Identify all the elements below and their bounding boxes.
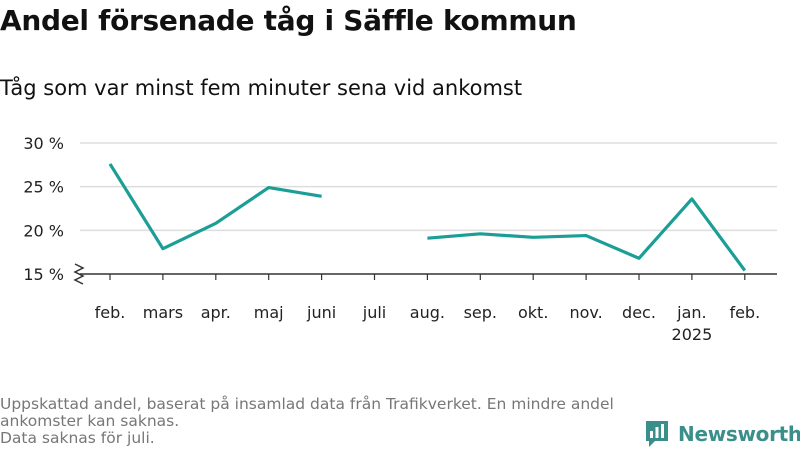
chart-title: Andel försenade tåg i Säffle kommun	[0, 4, 577, 37]
x-tick-label: jan.	[676, 303, 706, 322]
chart-subtitle: Tåg som var minst fem minuter sena vid a…	[0, 76, 523, 100]
y-tick-label: 20 %	[23, 221, 64, 240]
x-tick-label: juni	[306, 303, 336, 322]
x-tick-label: maj	[254, 303, 284, 322]
x-axis: feb. mars apr. maj juni juli aug. sep. okt. nov. d…	[80, 273, 777, 344]
x-tick-label: dec.	[622, 303, 656, 322]
x-tick-label: nov.	[569, 303, 602, 322]
line-chart: 15 % 20 % 25 % 30 % feb. mars apr. maj juni juli…	[23, 134, 777, 344]
x-tick-label: apr.	[201, 303, 231, 322]
series-line-segment	[427, 197, 747, 272]
brand-name: Newsworthy	[678, 422, 800, 446]
series-line-segment	[108, 163, 322, 251]
footer-line-3: Data saknas för juli.	[0, 429, 155, 447]
footer-line-1: Uppskattad andel, baserat på insamlad da…	[0, 395, 614, 413]
x-tick-sublabel: 2025	[672, 325, 713, 344]
x-tick-label: aug.	[410, 303, 445, 322]
y-tick-label: 15 %	[23, 265, 64, 284]
newsworthy-logo-icon	[646, 421, 668, 447]
axis-break-icon	[73, 263, 85, 285]
series	[108, 163, 747, 272]
footer-note: Uppskattad andel, baserat på insamlad da…	[0, 396, 630, 447]
x-tick-label: sep.	[464, 303, 497, 322]
y-axis: 15 % 20 % 25 % 30 %	[23, 134, 85, 285]
gridlines	[80, 142, 777, 232]
x-tick-label: feb.	[729, 303, 760, 322]
footer-line-2: ankomster kan saknas.	[0, 412, 180, 430]
brand-logo[interactable]: Newsworthy	[644, 419, 800, 449]
x-tick-label: feb.	[95, 303, 126, 322]
x-tick-label: juli	[362, 303, 386, 322]
x-tick-label: okt.	[518, 303, 548, 322]
x-tick-label: mars	[143, 303, 183, 322]
y-tick-label: 30 %	[23, 134, 64, 153]
y-tick-label: 25 %	[23, 178, 64, 197]
